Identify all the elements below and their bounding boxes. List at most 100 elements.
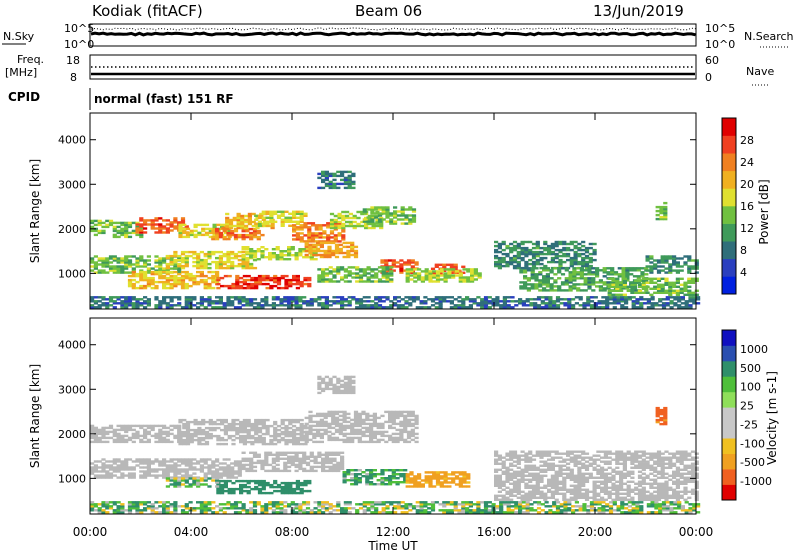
vel-cell [271,467,276,471]
vel-cell [116,464,121,467]
vel-cell [381,509,386,512]
vel-cell [265,424,270,428]
vel-cell [395,483,400,486]
power-cell [299,212,304,215]
vel-cell [342,473,347,476]
power-cell [321,170,326,174]
power-cell [539,246,544,250]
power-cell [497,250,502,254]
power-cell [211,229,216,233]
vel-cell [309,453,314,456]
power-cell [438,302,443,305]
power-cell [287,252,292,255]
vel-cell [365,422,370,426]
power-cell [101,257,106,260]
vel-cell [271,457,276,460]
power-cell [233,229,239,233]
power-cell [188,284,193,288]
power-cell [573,246,578,250]
power-cell [240,224,245,228]
vel-cell [201,428,206,432]
vel-cell [173,472,178,475]
vel-cell [372,483,377,486]
power-cell [506,304,511,307]
vel-cell [321,463,326,467]
vel-cell [135,464,140,467]
vel-cell [143,460,148,463]
vel-cell [116,470,121,473]
power-cell [120,227,125,231]
power-cell [324,298,329,301]
power-cell [588,264,593,268]
power-cell [150,278,155,282]
vel-cell [254,440,259,444]
vel-cell [180,477,186,480]
vel-cell [321,457,326,460]
power-cell [377,222,383,225]
power-cell [544,306,549,309]
power-cell [93,233,98,237]
power-cell [635,298,640,301]
vel-cell [388,438,393,442]
vel-cell [331,422,336,426]
power-cell [577,242,582,246]
vel-cell [316,414,321,418]
power-cell [408,296,413,299]
power-cell [399,269,404,272]
vel-cell [260,461,265,465]
power-cell [343,180,348,184]
vel-cell [178,438,183,442]
vel-cell [177,476,182,479]
vel-cell [273,432,278,436]
vel-cell [235,418,240,422]
power-cell [458,272,463,275]
power-cell [177,221,182,224]
power-cell [307,238,312,241]
vel-cell [173,464,178,467]
power-cell [302,296,307,299]
power-cell [468,300,473,303]
power-cell [534,267,539,270]
power-cell [679,277,684,280]
power-cell [653,291,658,294]
vel-cell [288,422,293,426]
vel-cell [261,432,266,436]
power-cell [112,257,117,260]
vel-cell [216,442,221,446]
power-cell [230,231,235,235]
vel-cell [237,462,242,465]
vel-cell [105,472,110,475]
vel-cell [199,505,204,508]
vel-cell [237,460,242,463]
vel-cell [237,464,242,467]
power-cell [323,255,328,259]
vel-cell [260,511,265,514]
vel-cell [237,511,242,514]
vel-cell [199,477,204,480]
power-cell [664,279,669,282]
vel-cell [241,463,246,467]
vel-cell [319,434,324,438]
vel-cell [316,424,321,428]
vel-cell [358,503,364,506]
vel-cell [331,418,336,422]
vel-cell [216,491,221,495]
power-cell [610,273,615,276]
power-cell [367,214,372,218]
vel-cell [347,511,352,514]
power-patch [645,255,699,274]
vel-cell [302,511,307,514]
vel-cell [220,487,225,491]
power-cell [169,221,174,224]
vel-cell [180,509,186,512]
power-cell [212,233,217,237]
power-cell [169,254,174,258]
power-cell [211,300,216,303]
power-cell [260,254,265,257]
power-cell [534,279,539,282]
power-cell [470,272,475,275]
power-cell [324,302,329,305]
vel-cell [284,442,289,446]
power-cell [423,300,428,303]
vel-cell [127,474,133,477]
